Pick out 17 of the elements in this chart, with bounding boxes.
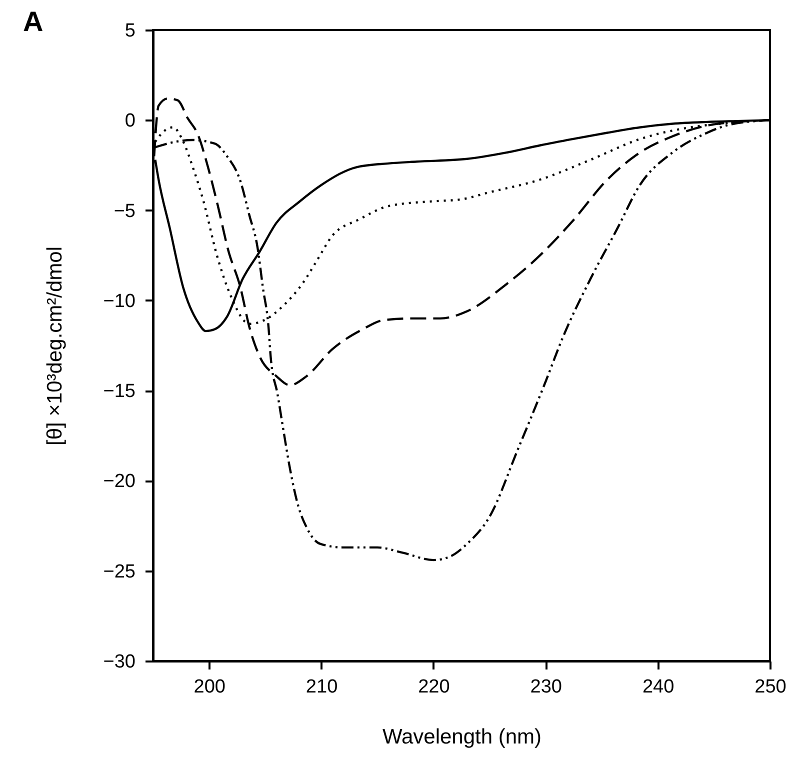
x-tick-label: 250	[754, 676, 786, 698]
y-tick-label: −25	[103, 561, 136, 582]
y-tick-label: −5	[114, 200, 136, 222]
y-tick-label: −20	[103, 471, 136, 492]
x-tick-label: 220	[418, 676, 450, 698]
x-tick-label: 240	[642, 676, 674, 698]
y-tick-label: −15	[103, 381, 136, 402]
chart-title: A	[23, 6, 44, 37]
y-tick-label: −10	[103, 290, 136, 312]
y-axis-title: [θ] ×10³deg.cm²/dmol	[43, 246, 66, 446]
x-tick-label: 210	[306, 676, 338, 698]
x-tick-label: 230	[530, 676, 562, 698]
y-tick-label: 0	[124, 110, 136, 132]
x-tick-label: 200	[194, 676, 226, 698]
x-axis-title: Wavelength (nm)	[382, 726, 542, 748]
y-tick-label: 5	[124, 20, 136, 42]
y-tick-label: −30	[103, 652, 136, 672]
